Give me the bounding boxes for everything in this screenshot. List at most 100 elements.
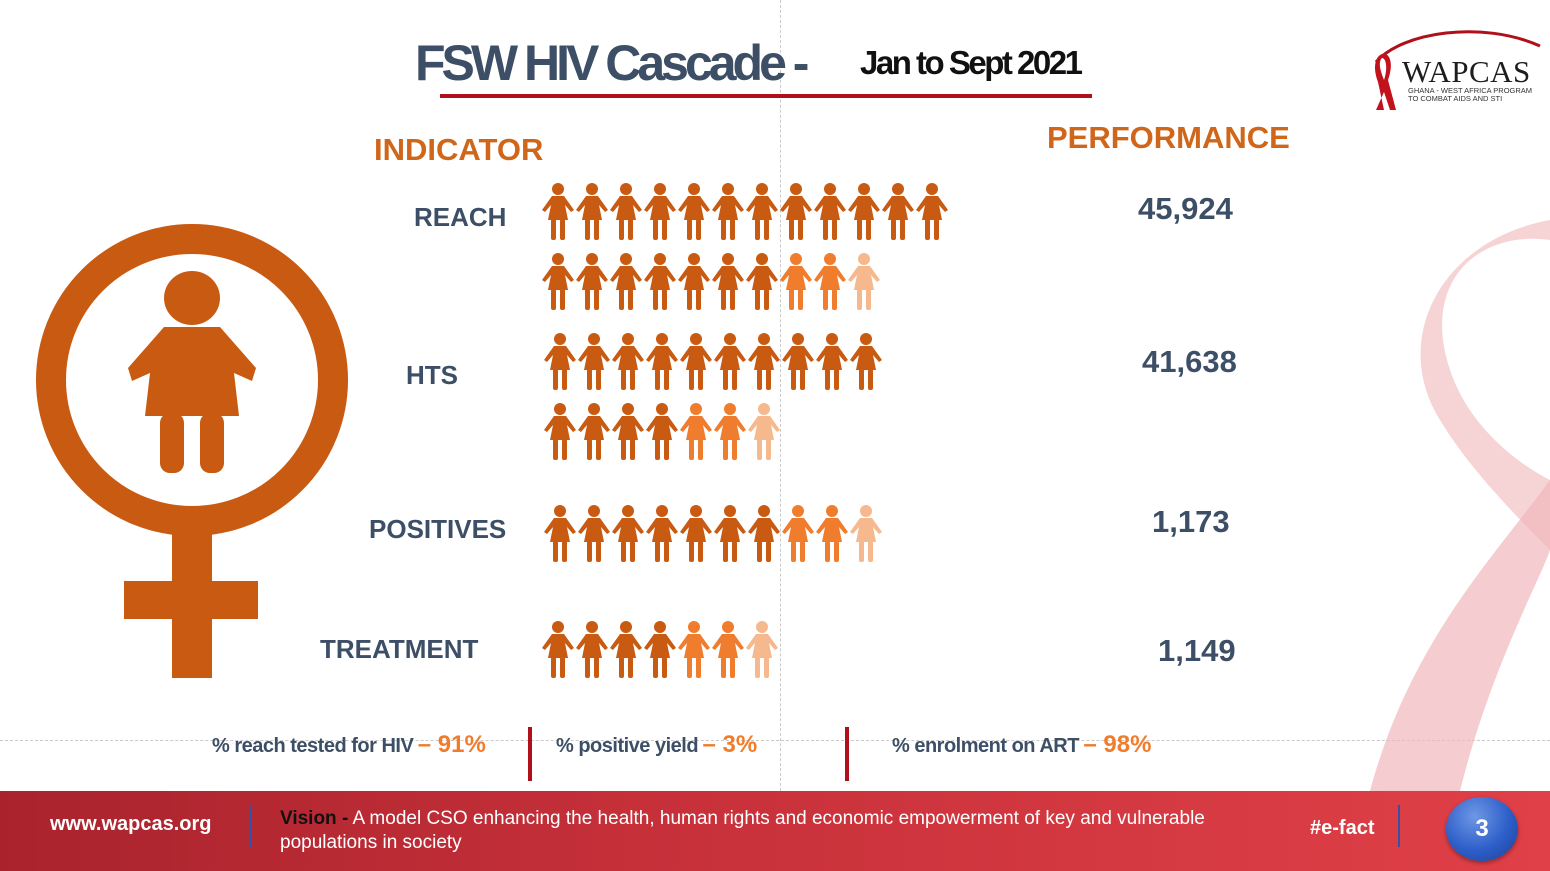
performance-header: PERFORMANCE (1047, 120, 1290, 155)
aids-ribbon-background-icon (1370, 220, 1550, 791)
stat-positive-yield-label: % positive yield (556, 735, 699, 757)
person-icon (816, 333, 848, 390)
person-icon (678, 183, 710, 240)
person-icon (612, 333, 644, 390)
person-icon (646, 403, 678, 460)
person-icon (816, 505, 848, 562)
person-icon (712, 253, 744, 310)
footer-website-link[interactable]: www.wapcas.org (50, 813, 212, 835)
person-icon (782, 505, 814, 562)
stat-art-enrolment-label: % enrolment on ART (892, 735, 1079, 757)
wapcas-logo: WAPCAS GHANA - WEST AFRICA PROGRAM TO CO… (1362, 24, 1544, 114)
title-period: Jan to Sept 2021 (860, 44, 1083, 81)
person-icon (746, 183, 778, 240)
indicator-positives-label: POSITIVES (369, 514, 507, 544)
person-icon (680, 403, 712, 460)
person-icon (814, 183, 846, 240)
person-icon (850, 333, 882, 390)
hts-people-row-1 (543, 332, 883, 392)
person-icon (576, 183, 608, 240)
person-icon (748, 505, 780, 562)
person-icon (882, 183, 914, 240)
person-icon (576, 253, 608, 310)
person-icon (610, 253, 642, 310)
person-icon (712, 621, 744, 678)
person-icon (746, 621, 778, 678)
indicator-reach-label: REACH (414, 202, 507, 232)
person-icon (646, 505, 678, 562)
reach-value: 45,924 (1138, 191, 1233, 226)
logo-name: WAPCAS (1402, 54, 1531, 89)
person-icon (612, 403, 644, 460)
footer-divider (1398, 805, 1400, 847)
footer-bar: www.wapcas.org Vision - A model CSO enha… (0, 791, 1550, 871)
stat-positive-yield: % positive yield – 3% (556, 731, 757, 759)
page-number-badge: 3 (1446, 797, 1518, 861)
title-underline (440, 94, 1092, 98)
person-icon (644, 183, 676, 240)
person-icon (610, 621, 642, 678)
female-symbol-icon (36, 224, 348, 678)
red-ribbon-icon (1374, 30, 1541, 110)
person-icon (644, 253, 676, 310)
footer-vision-text: A model CSO enhancing the health, human … (280, 808, 1205, 853)
stat-reach-tested-value: – 91% (417, 731, 486, 758)
person-icon (678, 621, 710, 678)
person-icon (578, 403, 610, 460)
stat-reach-tested: % reach tested for HIV – 91% (212, 731, 486, 759)
slide-guide-vertical (780, 0, 781, 791)
person-icon (850, 505, 882, 562)
person-icon (544, 505, 576, 562)
person-icon (748, 333, 780, 390)
person-icon (782, 333, 814, 390)
person-icon (746, 253, 778, 310)
stat-positive-yield-value: – 3% (702, 731, 758, 758)
person-icon (678, 253, 710, 310)
footer-vision: Vision - A model CSO enhancing the healt… (280, 807, 1220, 855)
person-icon (916, 183, 948, 240)
slide-title: FSW HIV Cascade - Jan to Sept 2021 (415, 30, 1135, 100)
person-icon (680, 333, 712, 390)
stat-divider (528, 727, 532, 781)
person-icon (780, 183, 812, 240)
person-icon (780, 253, 812, 310)
person-icon (714, 333, 746, 390)
treatment-value: 1,149 (1158, 633, 1236, 668)
reach-people-row-2 (541, 252, 881, 312)
person-icon (714, 403, 746, 460)
stat-reach-tested-label: % reach tested for HIV (212, 735, 414, 757)
person-icon (542, 621, 574, 678)
person-icon (542, 183, 574, 240)
person-icon (576, 621, 608, 678)
person-icon (578, 333, 610, 390)
indicator-treatment-label: TREATMENT (320, 634, 479, 664)
footer-divider (250, 805, 252, 847)
person-icon (612, 505, 644, 562)
person-icon (814, 253, 846, 310)
footer-hashtag: #e-fact (1310, 817, 1375, 839)
positives-people-row (543, 504, 883, 564)
positives-value: 1,173 (1152, 504, 1230, 539)
reach-people-row-1 (541, 182, 949, 242)
person-icon (544, 403, 576, 460)
logo-tagline: GHANA - WEST AFRICA PROGRAM TO COMBAT AI… (1408, 87, 1532, 103)
logo-tagline-2: TO COMBAT AIDS AND STI (1408, 94, 1503, 103)
person-icon (610, 183, 642, 240)
logo-tagline-1: GHANA - WEST AFRICA PROGRAM (1408, 86, 1533, 95)
person-icon (714, 505, 746, 562)
stat-divider (845, 727, 849, 781)
person-icon (748, 403, 780, 460)
person-icon (848, 183, 880, 240)
footer-vision-label: Vision - (280, 808, 349, 829)
indicator-header: INDICATOR (374, 132, 544, 167)
person-icon (544, 333, 576, 390)
hts-value: 41,638 (1142, 344, 1237, 379)
person-icon (644, 621, 676, 678)
hts-people-row-2 (543, 402, 781, 462)
title-main: FSW HIV Cascade - (415, 35, 809, 91)
person-icon (542, 253, 574, 310)
person-icon (712, 183, 744, 240)
stat-art-enrolment-value: – 98% (1083, 731, 1152, 758)
person-icon (848, 253, 880, 310)
person-icon (680, 505, 712, 562)
